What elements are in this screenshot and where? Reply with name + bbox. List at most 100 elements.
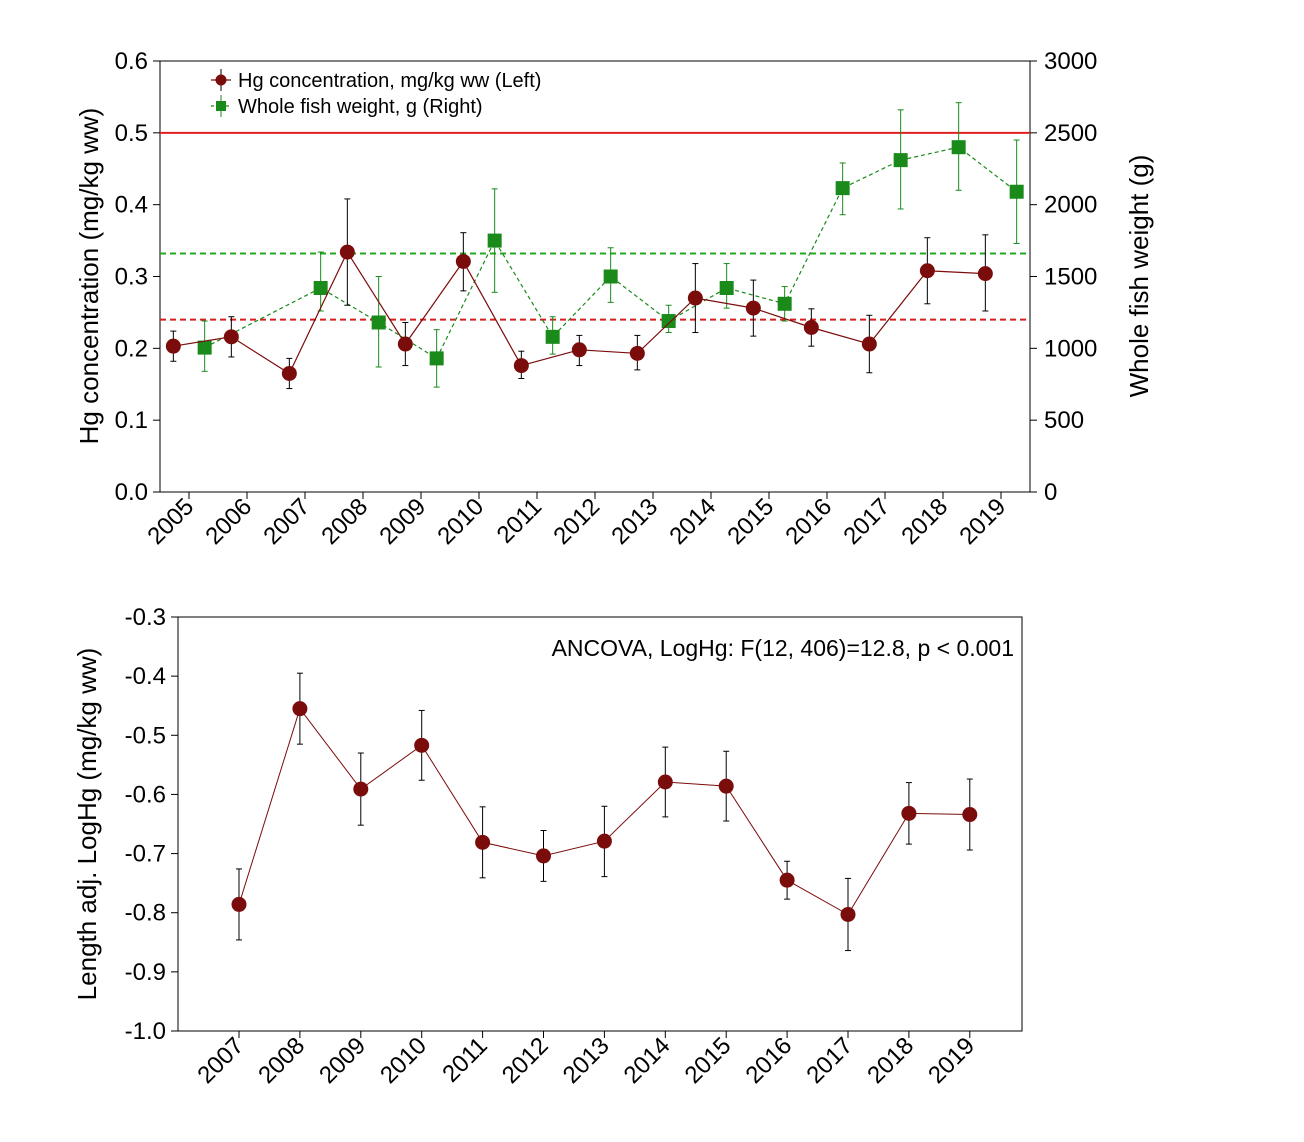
data-point: [596, 833, 612, 849]
plot-area-frame: [177, 616, 1023, 1032]
data-point: [951, 140, 966, 155]
y-tick-label: -0.8: [125, 900, 166, 927]
right-tick-label: 500: [1044, 407, 1084, 434]
data-point: [165, 338, 181, 354]
data-point: [893, 153, 908, 168]
x-tick-label: 2015: [680, 1032, 737, 1089]
left-tick-label: 0.3: [115, 264, 148, 291]
data-point: [687, 290, 703, 306]
data-point: [962, 807, 978, 823]
x-tick-label: 2012: [497, 1032, 554, 1089]
data-point: [545, 329, 560, 344]
x-tick-label: 2019: [954, 493, 1011, 550]
x-axis-ticks: 2005 2006 2007 2008 2009 2010 2011 2012 2013 2014…: [142, 492, 1011, 550]
x-tick-label: 2017: [801, 1032, 858, 1089]
data-point: [1009, 184, 1024, 199]
series-length-adjusted-loghg: [231, 672, 978, 952]
series-whole-fish-weight: [197, 102, 1024, 388]
left-axis-ticks: 0.0 0.1 0.2 0.3 0.4 0.5 0.6: [115, 48, 160, 506]
data-point: [536, 848, 551, 864]
data-point: [223, 329, 239, 345]
data-point: [719, 280, 734, 295]
y-tick-label: -0.9: [125, 959, 166, 986]
left-tick-label: 0.6: [115, 48, 148, 75]
y-tick-label: -0.7: [125, 841, 166, 868]
series-line: [204, 146, 1018, 360]
right-tick-label: 2000: [1044, 192, 1097, 219]
data-point: [487, 233, 502, 248]
x-tick-label: 2018: [896, 493, 953, 550]
data-point: [840, 906, 856, 922]
reference-lines: [160, 131, 1030, 321]
data-point: [629, 345, 645, 361]
data-point: [414, 737, 430, 753]
data-point: [777, 296, 792, 311]
data-point: [292, 701, 308, 717]
data-point: [779, 872, 795, 888]
x-tick-label: 2016: [780, 493, 837, 550]
right-axis-label: Whole fish weight (g): [1124, 155, 1154, 398]
legend: Hg concentration, mg/kg ww (Left) Whole …: [211, 69, 541, 118]
x-tick-label: 2007: [192, 1032, 249, 1089]
series-hg-concentration: [165, 198, 993, 390]
x-tick-label: 2017: [838, 493, 895, 550]
data-point: [901, 805, 917, 821]
x-tick-label: 2016: [740, 1032, 797, 1089]
x-tick-label: 2018: [862, 1032, 919, 1089]
data-point: [313, 280, 328, 295]
x-tick-label: 2014: [664, 493, 721, 550]
x-tick-label: 2009: [314, 1032, 371, 1089]
x-tick-label: 2010: [375, 1032, 432, 1089]
x-tick-label: 2019: [923, 1032, 980, 1089]
x-tick-label: 2013: [558, 1032, 615, 1089]
data-point: [745, 300, 761, 316]
data-point: [371, 315, 386, 330]
legend-hg-label: Hg concentration, mg/kg ww (Left): [238, 70, 541, 92]
right-tick-label: 3000: [1044, 48, 1097, 75]
y-tick-label: -0.4: [125, 663, 166, 690]
legend-weight-marker: [216, 101, 226, 111]
x-tick-label: 2008: [316, 493, 373, 550]
left-tick-label: 0.5: [115, 120, 148, 147]
data-point: [231, 896, 247, 912]
data-point: [281, 365, 297, 381]
data-point: [861, 336, 877, 352]
legend-hg-marker: [215, 74, 227, 86]
right-tick-label: 1000: [1044, 335, 1097, 362]
x-tick-label: 2011: [437, 1032, 493, 1088]
x-tick-label: 2005: [142, 493, 199, 550]
data-point: [397, 336, 413, 352]
data-point: [353, 781, 369, 797]
right-tick-label: 1500: [1044, 264, 1097, 291]
x-tick-label: 2007: [258, 493, 315, 550]
right-axis-ticks: 0 500 1000 1500 2000 2500 3000: [1030, 48, 1097, 506]
left-axis-label: Hg concentration (mg/kg ww): [74, 108, 104, 445]
data-point: [197, 340, 212, 355]
y-tick-label: -0.5: [125, 722, 166, 749]
x-tick-label: 2015: [722, 493, 779, 550]
legend-weight-label: Whole fish weight, g (Right): [238, 96, 483, 118]
left-tick-label: 0.2: [115, 335, 148, 362]
data-point: [513, 358, 529, 374]
data-point: [339, 244, 355, 260]
legend-item-weight: Whole fish weight, g (Right): [211, 95, 483, 118]
x-tick-label: 2006: [200, 493, 257, 550]
y-tick-label: -1.0: [125, 1018, 166, 1045]
data-point: [603, 269, 618, 284]
x-tick-label: 2013: [606, 493, 663, 550]
right-tick-label: 0: [1044, 479, 1057, 506]
x-tick-label: 2012: [548, 493, 605, 550]
x-axis-ticks: 2007 2008 2009 2010 2011 2012 2013 2014 2015 2016…: [192, 1031, 980, 1089]
data-point: [571, 342, 587, 358]
annotation: ANCOVA, LogHg: F(12, 406)=12.8, p < 0.00…: [552, 635, 1014, 661]
data-point: [429, 351, 444, 366]
left-tick-label: 0.1: [115, 407, 148, 434]
y-tick-label: -0.6: [125, 781, 166, 808]
length-adjusted-loghg-chart: -1.0-0.9-0.8-0.7-0.6-0.5-0.4-0.3 2007 200…: [72, 604, 1023, 1089]
x-tick-label: 2011: [492, 493, 548, 549]
y-axis-ticks: -1.0 -0.9 -0.8 -0.7 -0.6 -0.5 -0.4 -0.3: [125, 604, 178, 1045]
data-point: [657, 774, 673, 790]
data-point: [977, 266, 993, 282]
y-axis-label: Length adj. LogHg (mg/kg ww): [72, 648, 102, 1001]
